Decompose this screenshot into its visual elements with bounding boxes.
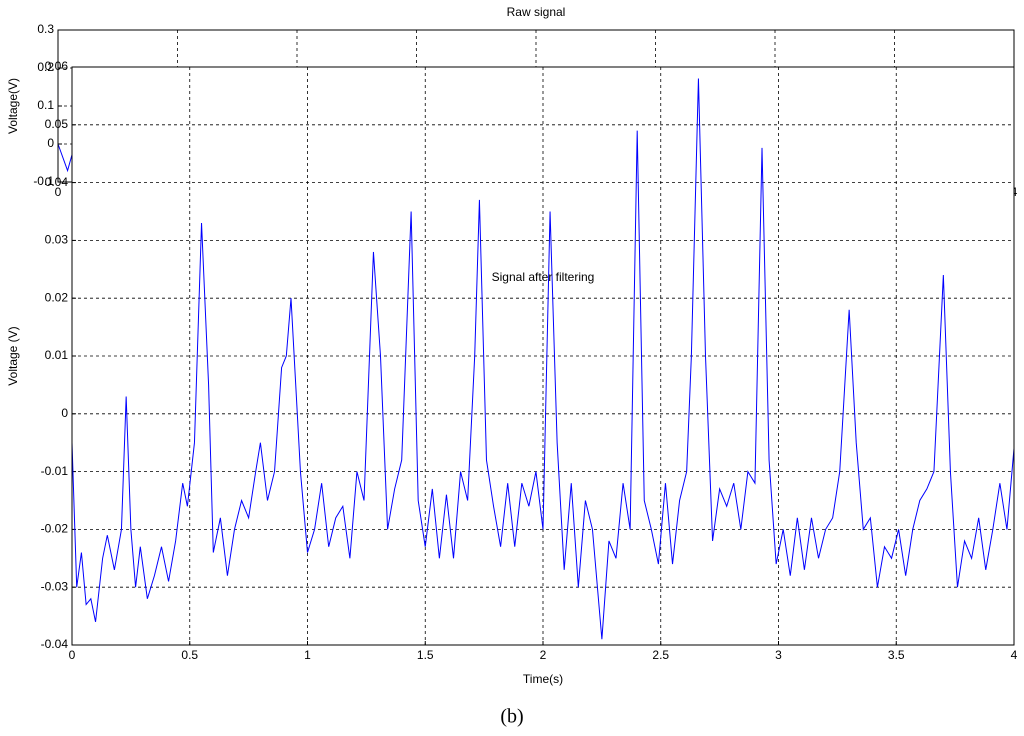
- y-axis-label: Voltage (V): [6, 326, 20, 385]
- x-tick-label: 2: [540, 648, 547, 662]
- y-tick-label: -0.01: [41, 464, 69, 478]
- y-tick-label: -0.03: [41, 579, 69, 593]
- y-tick-label: 0.03: [45, 233, 69, 247]
- x-tick-label: 1.5: [417, 648, 434, 662]
- y-tick-label: 0.2: [37, 60, 54, 74]
- x-tick-label: 2.5: [652, 648, 669, 662]
- y-tick-label: 0.06: [45, 59, 69, 73]
- x-tick-label: 4: [1011, 648, 1018, 662]
- x-tick-label: 0.5: [181, 648, 198, 662]
- y-tick-label: 0: [47, 136, 54, 150]
- chart-title: Signal after filtering: [492, 270, 595, 284]
- axes-box: [71, 66, 1015, 646]
- y-tick-label: 0: [61, 406, 68, 420]
- x-tick-label: 3: [775, 648, 782, 662]
- y-tick-label: 0.02: [45, 290, 69, 304]
- chart-title: Raw signal: [507, 5, 566, 19]
- y-tick-label: -0.04: [41, 637, 69, 651]
- y-tick-label: 0.04: [45, 175, 69, 189]
- y-tick-label: 0.1: [37, 98, 54, 112]
- x-axis-label: Time(s): [523, 672, 563, 686]
- y-tick-label: -0.1: [33, 174, 54, 188]
- x-tick-label: 0: [55, 185, 62, 199]
- y-tick-label: -0.02: [41, 522, 69, 536]
- x-tick-label: 3.5: [888, 648, 905, 662]
- y-tick-label: 0.01: [45, 348, 69, 362]
- y-tick-label: 0.05: [45, 117, 69, 131]
- x-tick-label: 1: [304, 648, 311, 662]
- y-axis-label: Voltage(V): [6, 78, 20, 134]
- y-tick-label: 0.3: [37, 22, 54, 36]
- signal-line: [71, 78, 1015, 640]
- caption: (b): [500, 706, 523, 728]
- x-tick-label: 0: [69, 648, 76, 662]
